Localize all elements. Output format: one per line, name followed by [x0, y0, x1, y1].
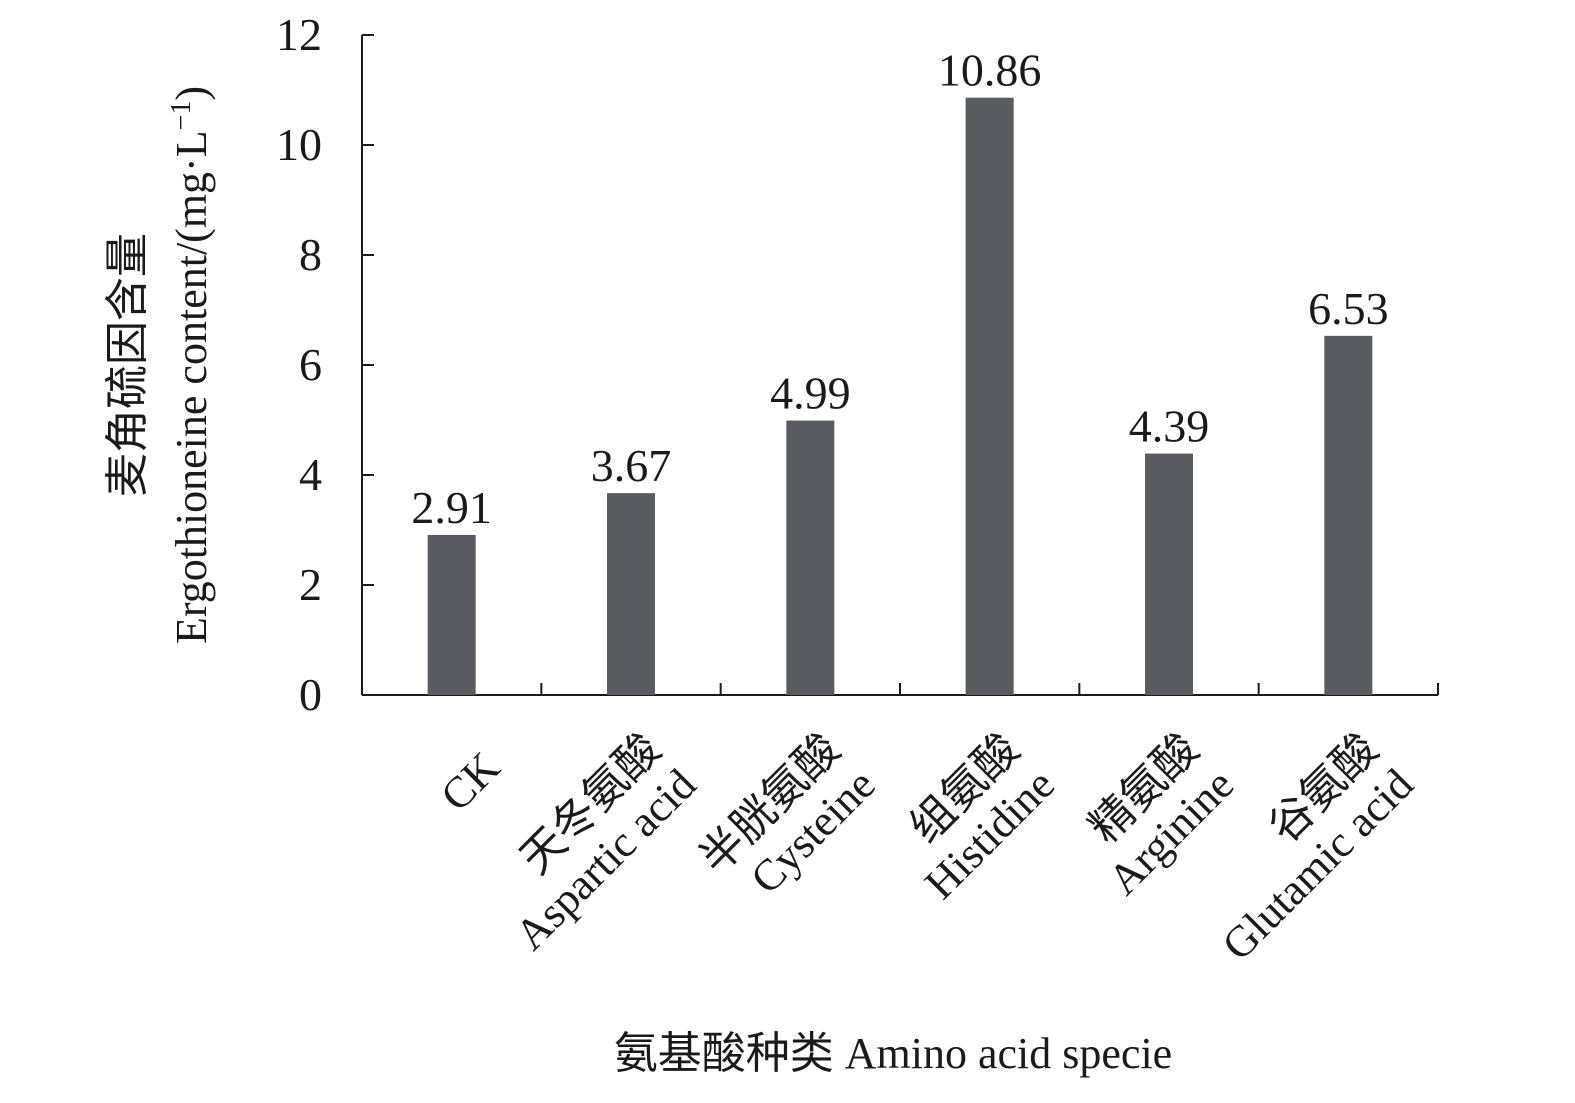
- bar-value-label-4: 4.39: [1129, 401, 1210, 452]
- bar-value-label-1: 3.67: [591, 440, 672, 491]
- bar-value-label-5: 6.53: [1308, 283, 1389, 334]
- bar-2: [786, 420, 835, 695]
- y-tick-label-8: 8: [299, 229, 322, 280]
- y-axis-title: 麦角硫因含量 Ergothioneine content/(mg·L−1): [103, 86, 216, 644]
- x-axis-title: 氨基酸种类 Amino acid specie: [614, 1029, 1172, 1078]
- y-tick-label-2: 2: [299, 559, 322, 610]
- y-tick-label-12: 12: [276, 9, 322, 60]
- bar-1: [607, 493, 655, 695]
- bar-3: [965, 97, 1014, 695]
- y-tick-label-6: 6: [299, 339, 322, 390]
- bar-value-label-3: 10.86: [938, 45, 1042, 96]
- bar-4: [1145, 453, 1193, 695]
- bar-0: [427, 534, 476, 695]
- bar-value-label-0: 2.91: [411, 482, 492, 533]
- y-axis-title-zh: 麦角硫因含量: [103, 233, 152, 497]
- x-category-label-0: CK: [431, 743, 509, 821]
- y-axis-title-en: Ergothioneine content/(mg·L−1): [166, 86, 216, 644]
- bar-value-label-2: 4.99: [770, 368, 851, 419]
- y-tick-label-4: 4: [299, 449, 322, 500]
- bar-5: [1324, 335, 1373, 695]
- y-tick-label-0: 0: [299, 669, 322, 720]
- x-category-label-en-0: CK: [431, 743, 509, 821]
- y-tick-label-10: 10: [276, 119, 322, 170]
